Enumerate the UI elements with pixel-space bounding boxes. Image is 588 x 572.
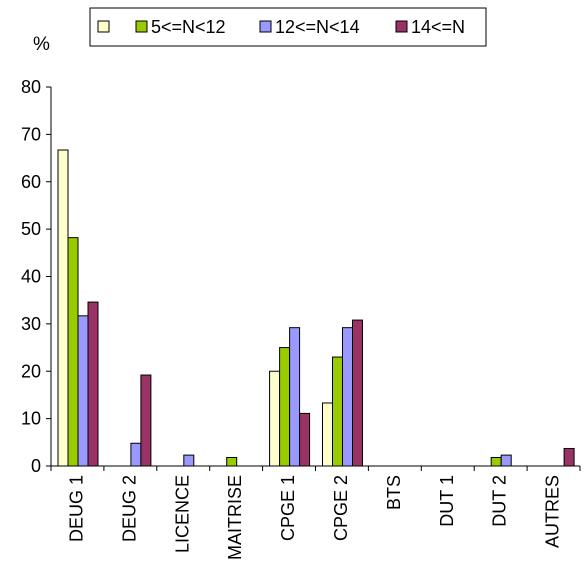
legend-entry-label: 14<=N	[411, 17, 465, 37]
bar	[67, 237, 79, 467]
legend-swatch	[135, 20, 148, 33]
bar	[130, 442, 142, 467]
legend-frame	[89, 7, 487, 47]
x-category-label: DEUG 1	[66, 475, 86, 542]
bar	[352, 319, 363, 467]
legend-swatch	[259, 20, 272, 33]
legend-swatch	[395, 20, 408, 33]
bar	[87, 301, 99, 467]
bar	[183, 454, 195, 467]
y-tick-label: 30	[21, 314, 41, 334]
bar	[299, 412, 311, 467]
y-tick-label: 20	[21, 361, 41, 381]
bar	[269, 370, 281, 467]
y-tick-label: 60	[21, 172, 41, 192]
bar	[342, 327, 353, 467]
bar	[77, 315, 89, 467]
x-category-label: LICENCE	[172, 475, 192, 553]
y-tick-label: 10	[21, 409, 41, 429]
bar	[289, 327, 301, 467]
y-tick-label: 80	[21, 77, 41, 97]
x-category-label: AUTRES	[543, 475, 563, 548]
y-tick-label: 70	[21, 124, 41, 144]
bar	[500, 454, 512, 467]
legend-entry-label: 12<=N<14	[275, 17, 360, 37]
legend-swatch	[97, 20, 110, 33]
bars	[57, 149, 575, 467]
x-category-label: DUT 2	[490, 475, 510, 527]
x-category-label: CPGE 1	[278, 475, 298, 541]
y-tick-label: 0	[31, 456, 41, 476]
x-category-label: DEUG 2	[119, 475, 139, 542]
bar	[322, 402, 333, 467]
legend-entry-label: 5<=N<12	[151, 17, 226, 37]
bar	[563, 447, 575, 467]
bar	[332, 356, 343, 467]
x-category-label: MAITRISE	[225, 475, 245, 560]
axes	[46, 86, 581, 471]
legend: 5<=N<12 12<=N<14 14<=N	[89, 7, 487, 47]
bar	[279, 347, 291, 467]
bar	[490, 456, 502, 467]
x-category-label: BTS	[384, 475, 404, 510]
x-category-label: CPGE 2	[331, 475, 351, 541]
axis-labels: 0 10 20 30 40 50 60 70 80 DEUG 1 DEUG 2 LICENCE MAIT…	[21, 77, 563, 560]
bar	[140, 374, 152, 467]
x-category-label: DUT 1	[437, 475, 457, 527]
y-tick-label: 40	[21, 267, 41, 287]
y-axis-unit-label: %	[33, 34, 50, 55]
y-tick-label: 50	[21, 219, 41, 239]
bar	[57, 149, 69, 467]
bar	[226, 456, 238, 467]
